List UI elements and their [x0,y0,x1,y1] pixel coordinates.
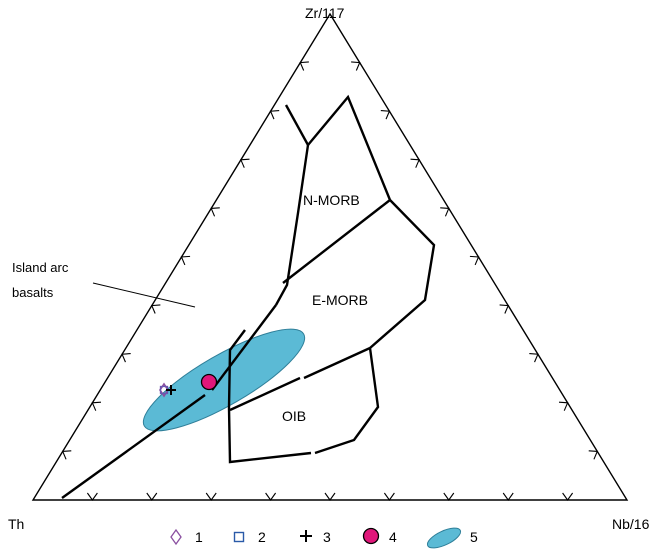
legend-plus-icon [300,530,312,542]
tick-bottom-7 [443,492,455,501]
boundary-oib-bottom [227,407,312,464]
tick-left-7 [121,353,131,363]
tick-left-9 [61,450,72,460]
vertex-right-label: Nb/16 [612,516,650,532]
sample-markers [159,373,218,398]
legend-ellipse-icon [426,527,462,549]
boundary-nmorb-emorb [282,199,391,284]
tick-right-7 [529,353,539,363]
boundary-emorb-right [369,199,436,349]
tick-right-6 [499,304,510,314]
tick-right-5 [469,255,480,266]
tick-left-4 [210,207,220,217]
tick-bottom-1 [86,492,98,501]
tick-bottom-8 [502,492,514,501]
triangle-frame [31,12,629,501]
field-label-n-morb: N-MORB [303,192,360,208]
tick-bottom-2 [146,492,158,501]
vertex-left-label: Th [8,516,24,532]
sample-diamond-marker [159,382,169,398]
tick-bottom-6 [383,492,395,501]
boundary-arc-inner [227,329,246,409]
tick-bottom-4 [265,492,277,501]
tick-right-3 [410,158,420,168]
sample-circle-marker [200,373,218,391]
legend-circle-icon [362,527,380,545]
legend-label-1: 1 [195,529,203,545]
tick-right-8 [558,401,569,411]
legend: 1 2 3 4 5 [170,527,478,549]
sample-plus-marker [166,385,176,395]
tick-left-6 [150,304,161,314]
tick-bottom-9 [562,492,574,501]
tick-left-1 [299,61,309,71]
boundary-oib-right [314,347,380,455]
legend-square-icon [233,531,245,543]
vertex-top-label: Zr/117 [305,5,345,21]
tick-left-5 [180,255,191,266]
boundary-top-left [284,104,310,146]
field-label-e-morb: E-MORB [312,292,368,308]
tick-bottom-3 [205,492,217,501]
tick-left-3 [240,158,250,168]
legend-label-2: 2 [258,529,266,545]
legend-label-3: 3 [323,529,331,545]
tick-right-9 [588,450,599,460]
tick-left-8 [91,401,102,411]
axis-ticks [61,61,599,501]
tick-right-4 [440,207,450,217]
field-label-oib: OIB [282,408,306,424]
boundary-vertical [274,144,310,306]
tick-right-1 [351,61,361,71]
legend-label-4: 4 [389,529,397,545]
tick-bottom-5 [324,492,336,501]
island-arc-leader [92,282,196,308]
legend-diamond-icon [170,528,182,546]
boundary-diagonal [61,394,206,499]
field-boundaries [61,94,436,499]
field-5-ellipse [142,328,306,432]
tick-left-2 [269,110,280,120]
boundary-arc-line [211,304,277,391]
boundary-emorb-oib [303,346,371,380]
boundary-oib-mid [229,376,301,412]
island-arc-label-line1: Island arc [12,260,69,275]
tick-right-2 [380,110,391,120]
boundary-top-right [307,94,392,201]
island-arc-label-line2: basalts [12,285,54,300]
legend-label-5: 5 [470,529,478,545]
